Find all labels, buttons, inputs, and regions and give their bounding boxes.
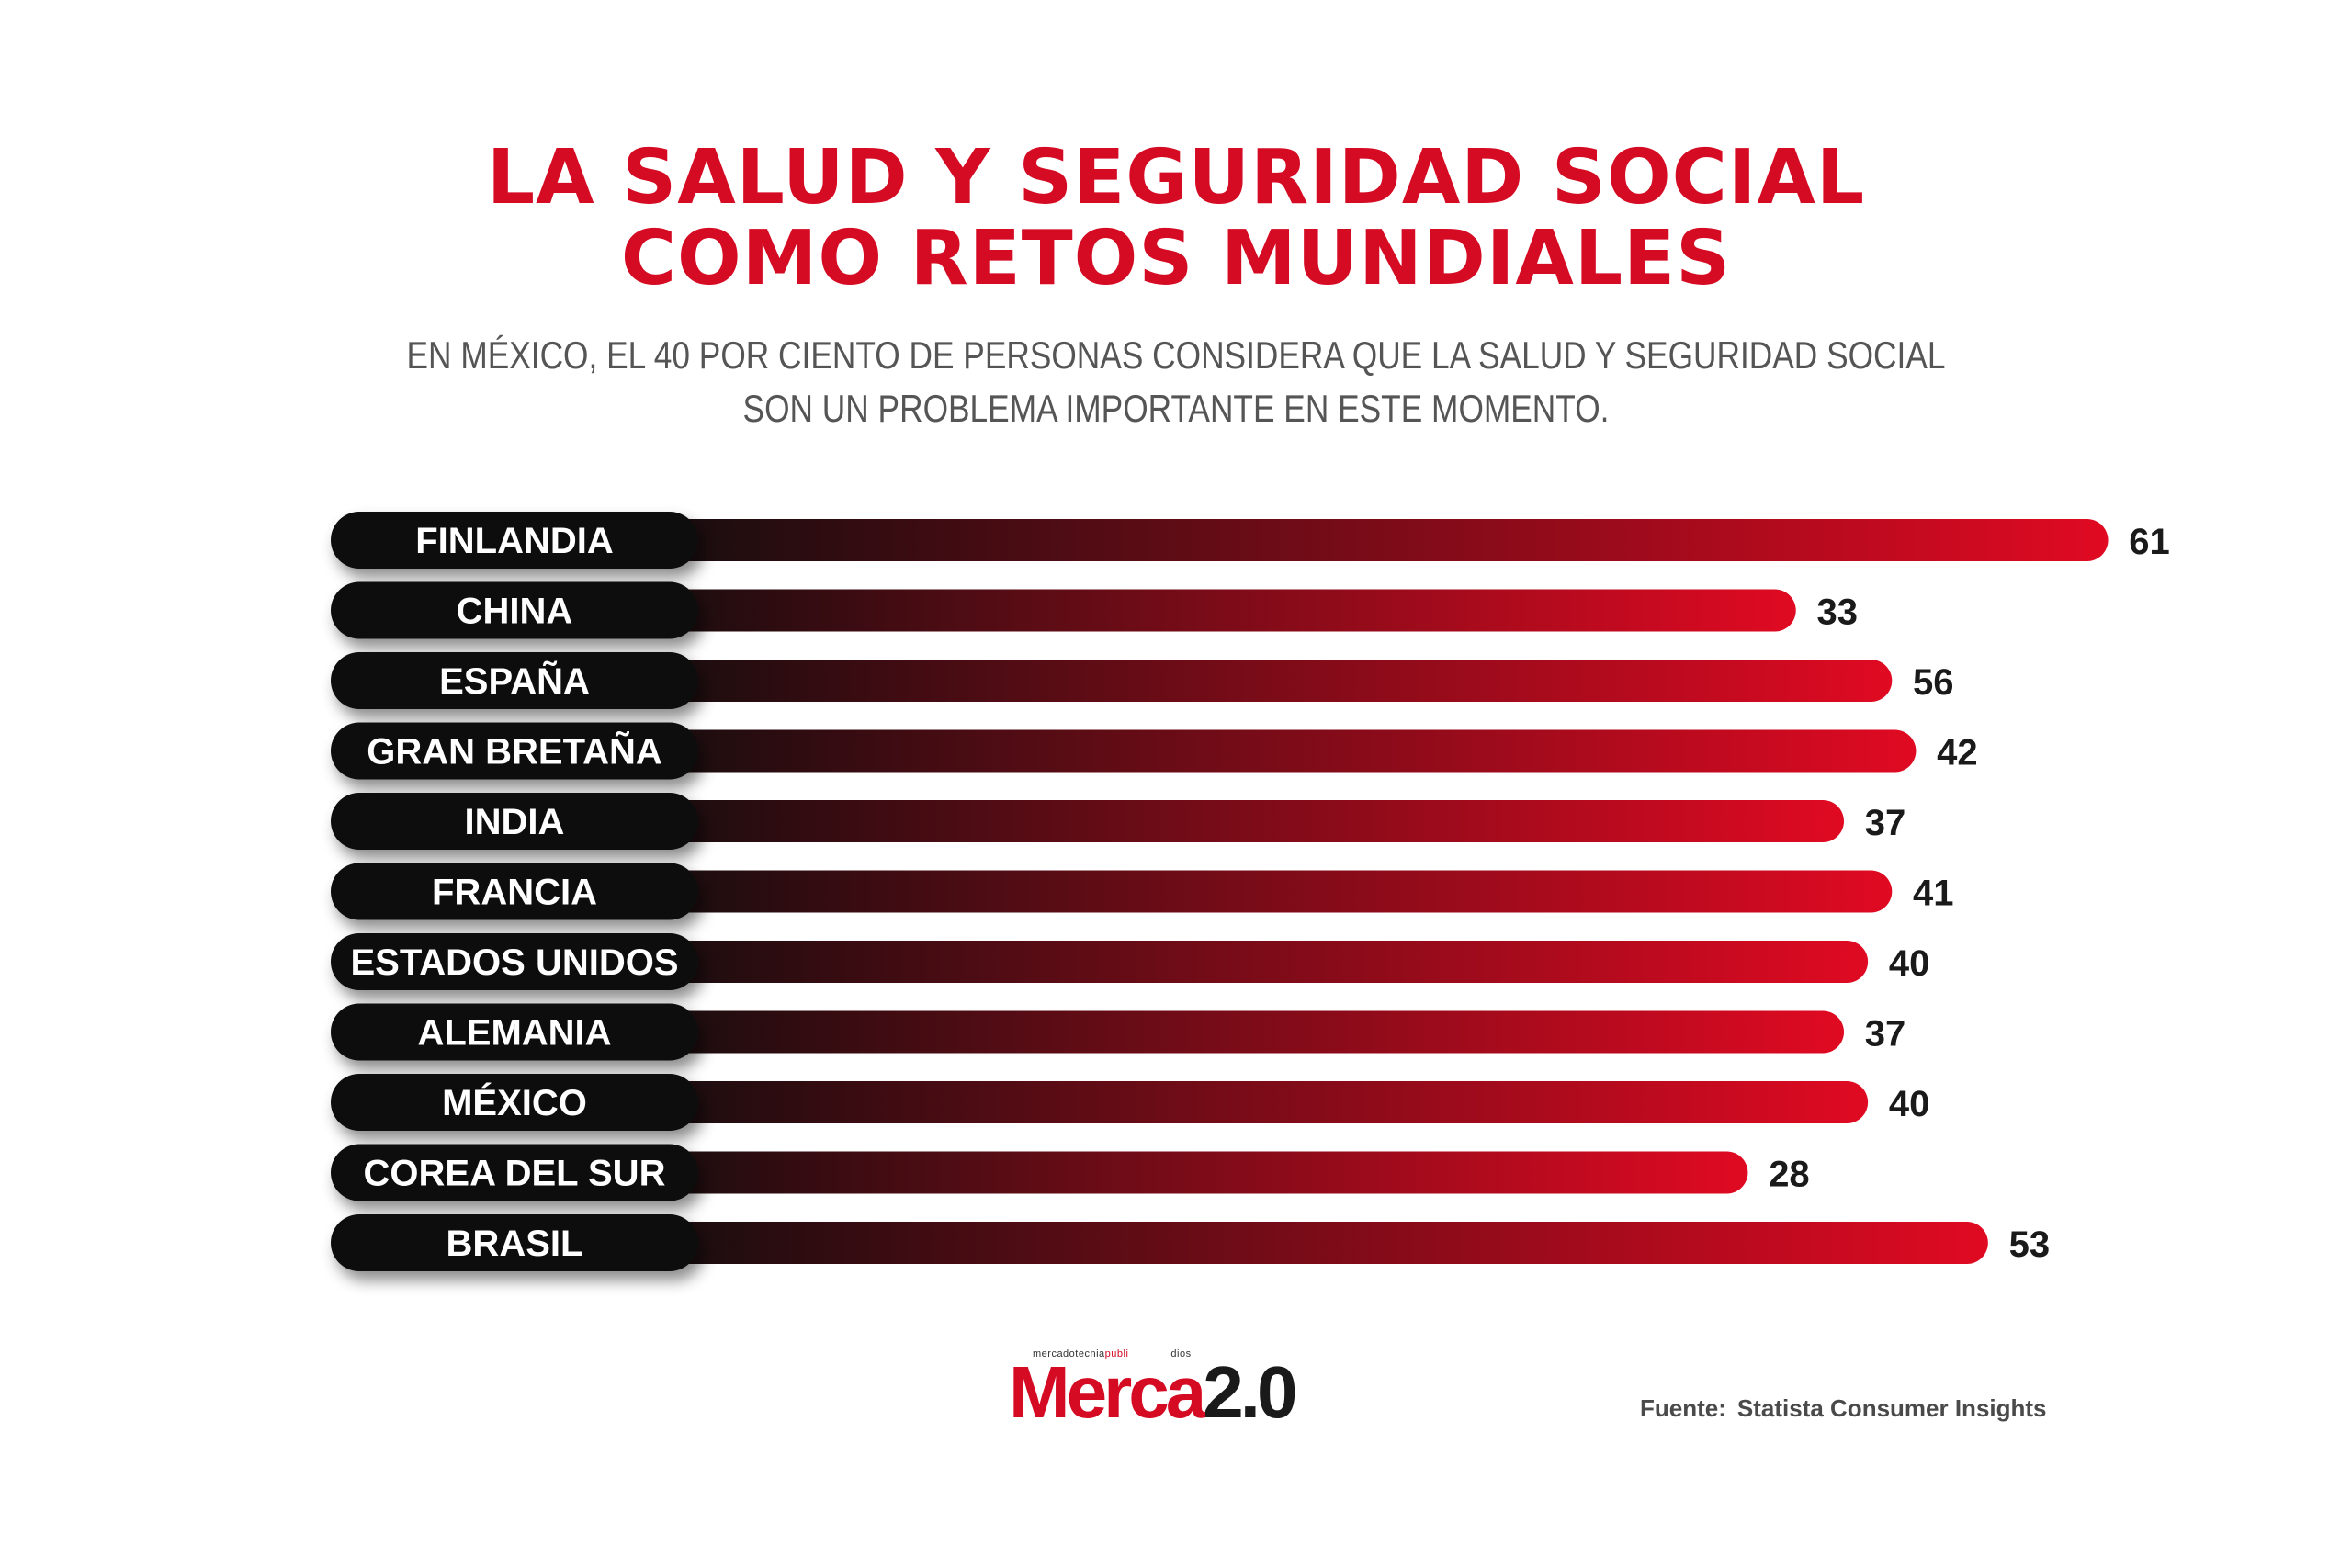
- category-pill: [331, 793, 698, 850]
- logo-wordmark: Merca2.0: [1009, 1351, 1297, 1433]
- source-note: Fuente: Statista Consumer Insights: [1640, 1394, 2047, 1423]
- category-pill: [331, 1003, 698, 1061]
- value-label: 40: [1889, 943, 1930, 984]
- category-pill: [331, 722, 698, 780]
- category-label: GRAN BRETAÑA: [367, 730, 662, 773]
- bar-españa: [588, 660, 1893, 702]
- category-label: ALEMANIA: [417, 1013, 611, 1054]
- category-label: BRASIL: [447, 1224, 583, 1264]
- category-label: FINLANDIA: [415, 521, 614, 561]
- bar-finlandia: [588, 519, 2109, 561]
- chart-title: LA SALUD Y SEGURIDAD SOCIAL COMO RETOS M…: [0, 138, 2352, 299]
- value-label: 61: [2129, 522, 2170, 562]
- value-label: 37: [1865, 803, 1906, 843]
- category-label: ESPAÑA: [439, 660, 590, 702]
- category-pill: [331, 933, 698, 990]
- category-pill: [331, 652, 698, 709]
- value-label: 37: [1865, 1014, 1906, 1055]
- bar-corea-del-sur: [588, 1151, 1748, 1194]
- value-label: 41: [1913, 874, 1954, 914]
- bar-brasil: [588, 1222, 1988, 1264]
- chart-subtitle-line-2: SON UN PROBLEMA IMPORTANTE EN ESTE MOMEN…: [742, 387, 1610, 430]
- bar-india: [588, 800, 1844, 842]
- value-label: 40: [1889, 1084, 1930, 1124]
- bar-gran-bretaña: [588, 729, 1917, 773]
- source-label: Fuente:: [1640, 1394, 1726, 1422]
- category-pill: [331, 863, 698, 920]
- chart-subtitle: EN MÉXICO, EL 40 POR CIENTO DE PERSONAS …: [188, 329, 2164, 435]
- category-pill: [331, 581, 698, 639]
- category-label: MÉXICO: [442, 1082, 587, 1123]
- category-pill: [331, 1214, 698, 1271]
- logo-tagline: mercadotecniapubli dios: [1033, 1348, 1192, 1359]
- bar-méxico: [588, 1081, 1869, 1123]
- chart-title-line-1: LA SALUD Y SEGURIDAD SOCIAL: [486, 134, 1866, 221]
- category-pill: [331, 1144, 698, 1201]
- category-pill: [331, 1074, 698, 1131]
- value-label: 42: [1937, 733, 1978, 773]
- chart-title-line-2: COMO RETOS MUNDIALES: [620, 215, 1732, 302]
- category-pill: [331, 512, 698, 569]
- bar-alemania: [588, 1010, 1844, 1054]
- value-label: 33: [1816, 592, 1858, 633]
- category-label: COREA DEL SUR: [364, 1154, 666, 1194]
- source-text: Statista Consumer Insights: [1736, 1394, 2047, 1422]
- value-label: 53: [2009, 1224, 2051, 1265]
- category-label: FRANCIA: [432, 873, 597, 913]
- merca-logo: mercadotecniapubli dios Merca2.0: [1009, 1339, 1358, 1431]
- value-label: 28: [1769, 1155, 1810, 1195]
- chart-subtitle-line-1: EN MÉXICO, EL 40 POR CIENTO DE PERSONAS …: [406, 333, 1946, 377]
- category-label: ESTADOS UNIDOS: [350, 942, 678, 983]
- bar-estados-unidos: [588, 941, 1869, 983]
- bar-china: [588, 589, 1796, 632]
- category-label: INDIA: [465, 802, 565, 842]
- value-label: 56: [1913, 662, 1954, 703]
- category-label: CHINA: [457, 592, 573, 632]
- bar-francia: [588, 870, 1893, 913]
